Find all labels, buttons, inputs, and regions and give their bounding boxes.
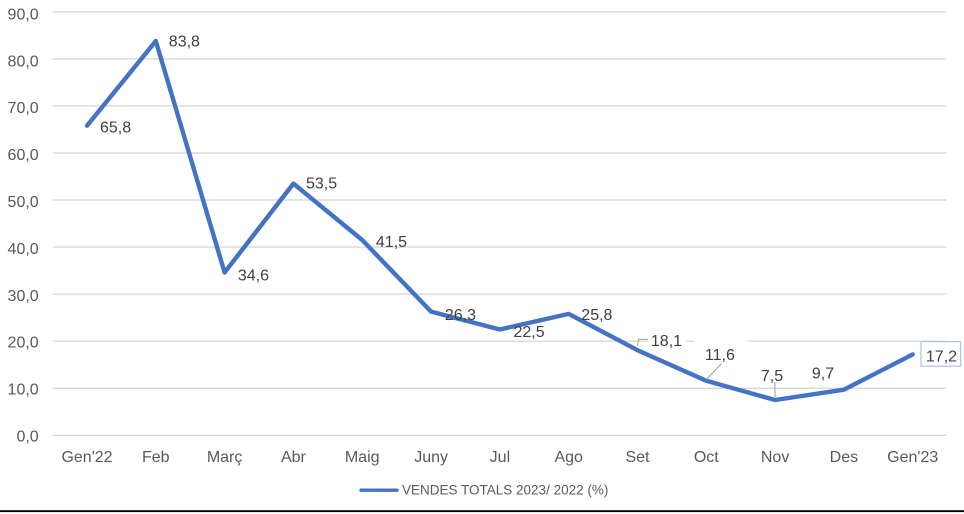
svg-text:Des: Des [830,449,858,466]
svg-text:20,0: 20,0 [8,335,39,352]
svg-text:9,7: 9,7 [812,365,834,382]
svg-text:80,0: 80,0 [8,53,39,70]
svg-text:Maig: Maig [345,449,380,466]
svg-text:Abr: Abr [281,449,307,466]
svg-text:Ago: Ago [554,449,583,466]
svg-text:22,5: 22,5 [514,324,545,341]
svg-text:83,8: 83,8 [169,34,200,51]
svg-text:53,5: 53,5 [306,176,337,193]
svg-text:Feb: Feb [142,449,170,466]
svg-text:7,5: 7,5 [761,368,783,385]
svg-text:0,0: 0,0 [16,429,38,446]
svg-text:41,5: 41,5 [376,234,407,251]
svg-text:11,6: 11,6 [705,347,735,364]
svg-text:50,0: 50,0 [8,194,39,211]
svg-text:Oct: Oct [694,449,719,466]
svg-text:90,0: 90,0 [8,7,39,24]
svg-text:Gen'23: Gen'23 [887,449,938,466]
svg-text:26,3: 26,3 [445,307,476,324]
svg-text:Març: Març [207,449,243,466]
svg-text:Jul: Jul [490,449,510,466]
svg-text:Nov: Nov [761,449,789,466]
svg-text:70,0: 70,0 [8,100,39,117]
svg-text:Gen'22: Gen'22 [61,449,112,466]
svg-text:30,0: 30,0 [8,288,39,305]
svg-text:Juny: Juny [414,449,448,466]
svg-text:25,8: 25,8 [581,307,612,324]
svg-text:65,8: 65,8 [100,120,131,137]
svg-text:60,0: 60,0 [8,147,39,164]
svg-text:VENDES TOTALS 2023/ 2022 (%): VENDES TOTALS 2023/ 2022 (%) [402,482,608,497]
svg-text:17,2: 17,2 [926,349,957,366]
svg-text:10,0: 10,0 [8,382,39,399]
svg-text:40,0: 40,0 [8,241,39,258]
svg-text:34,6: 34,6 [238,267,269,284]
svg-text:18,1: 18,1 [651,333,682,350]
svg-text:Set: Set [625,449,650,466]
